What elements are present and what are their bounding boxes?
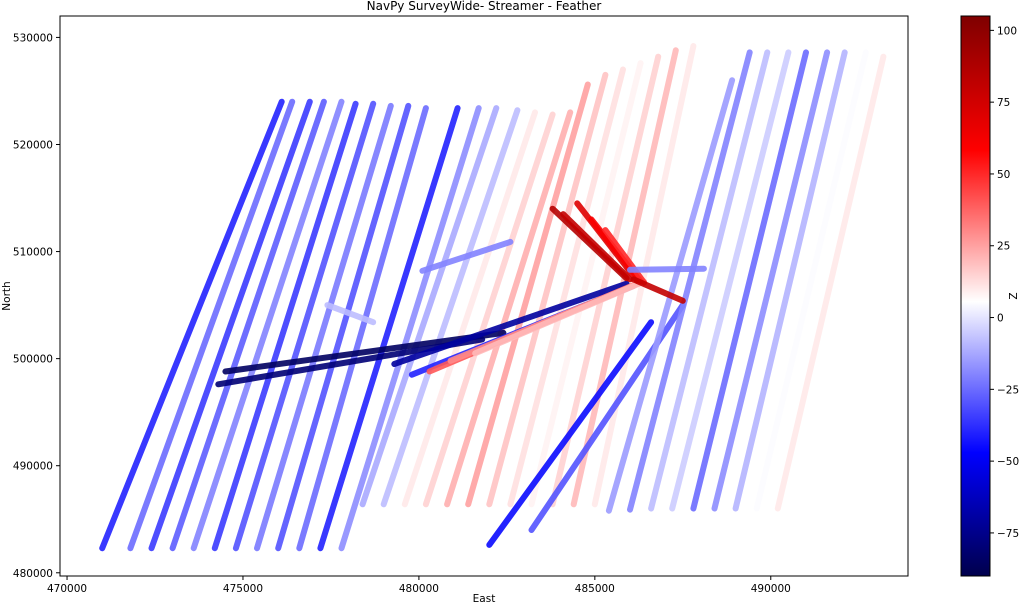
streamer-line-31 — [711, 49, 831, 512]
streamer-line-24 — [486, 319, 655, 548]
streamer-line-8 — [275, 102, 412, 552]
streamer-line-12 — [359, 105, 500, 508]
colorbar-label: Z — [1008, 292, 1020, 299]
streamer-line-14 — [401, 109, 538, 508]
streamer-line-1 — [127, 98, 296, 552]
streamer-line-13 — [380, 107, 521, 508]
streamer-line-43 — [560, 211, 633, 283]
y-tick-label: 530000 — [13, 32, 53, 44]
x-tick-label: 480000 — [399, 583, 439, 595]
streamer-line-6 — [232, 100, 377, 552]
streamer-line-46 — [602, 227, 648, 286]
streamer-line-15 — [422, 111, 556, 508]
x-tick-label: 485000 — [575, 583, 615, 595]
streamer-line-10 — [317, 105, 461, 552]
streamer-line-33 — [753, 49, 869, 512]
colorbar-tick-label: 0 — [997, 313, 1004, 325]
streamer-line-5 — [211, 100, 359, 552]
streamer-line-7 — [254, 102, 394, 552]
streamer-line-9 — [296, 105, 429, 552]
colorbar-tick-label: 100 — [997, 25, 1017, 37]
y-tick-label: 480000 — [13, 568, 53, 580]
streamer-line-4 — [190, 98, 345, 552]
colorbar-tick-label: −75 — [997, 528, 1019, 540]
colorbar-tick-label: 75 — [997, 97, 1010, 109]
colorbar-tick-label: 25 — [997, 241, 1010, 253]
streamer-line-17 — [465, 81, 591, 508]
streamer-line-30 — [690, 49, 809, 512]
streamer-line-48 — [627, 265, 707, 273]
streamer-line-50 — [324, 302, 377, 326]
streamer-line-18 — [486, 71, 609, 508]
streamer-line-19 — [507, 66, 626, 508]
y-axis: 480000 490000 500000 510000 520000 530000 — [13, 32, 60, 580]
streamer-line-0 — [99, 98, 285, 552]
plot-frame — [59, 15, 909, 577]
y-tick-label: 510000 — [13, 247, 53, 259]
colorbar-tick-label: −25 — [997, 384, 1019, 396]
x-axis-label: East — [473, 593, 496, 605]
y-axis-label: North — [1, 281, 13, 310]
streamer-line-20 — [528, 60, 644, 508]
series-layer — [99, 43, 887, 552]
chart-title: NavPy SurveyWide- Streamer - Feather — [367, 0, 602, 13]
streamer-line-3 — [169, 98, 327, 552]
streamer-line-16 — [444, 109, 574, 508]
streamer-line-2 — [148, 98, 313, 552]
colorbar-axis: −75 −50 −25 0 25 50 75 100 — [990, 25, 1019, 540]
colorbar — [960, 15, 991, 577]
y-tick-label: 490000 — [13, 461, 53, 473]
streamer-line-29 — [669, 49, 792, 512]
y-tick-label: 520000 — [13, 139, 53, 151]
colorbar-tick-label: −50 — [997, 456, 1019, 468]
streamer-line-28 — [648, 49, 771, 512]
streamer-line-49 — [419, 238, 514, 274]
streamer-line-41 — [472, 278, 648, 357]
x-tick-label: 470000 — [47, 583, 87, 595]
x-axis: 470000 475000 480000 485000 490000 — [47, 576, 791, 595]
streamer-line-37 — [391, 280, 630, 367]
streamer-line-47 — [630, 276, 686, 304]
streamer-line-11 — [338, 105, 482, 552]
streamer-line-23 — [591, 43, 697, 508]
streamer-line-27 — [627, 49, 753, 513]
y-tick-label: 500000 — [13, 354, 53, 366]
streamer-line-34 — [774, 53, 887, 512]
colorbar-tick-label: 50 — [997, 169, 1010, 181]
streamer-line-32 — [732, 49, 848, 512]
x-tick-label: 490000 — [751, 583, 791, 595]
x-tick-label: 475000 — [223, 583, 263, 595]
